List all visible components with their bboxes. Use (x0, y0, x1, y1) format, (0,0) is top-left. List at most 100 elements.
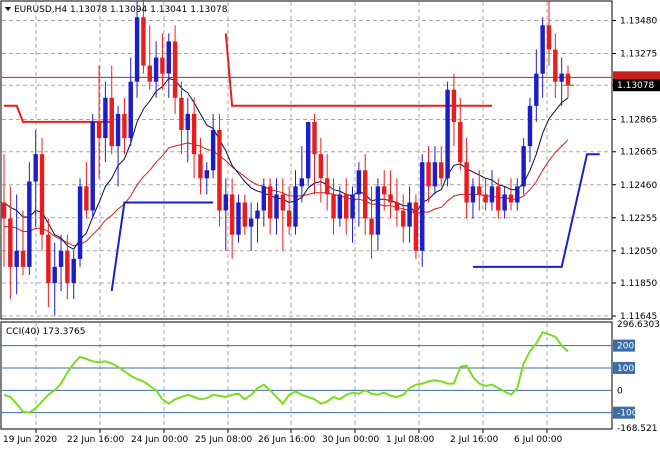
candle (521, 138, 526, 195)
time-axis[interactable]: 19 Jun 2020 22 Jun 16:00 24 Jun 00:00 25 Ju… (3, 429, 563, 445)
price-tick-label: 1.11850 (620, 279, 657, 289)
candle (394, 178, 400, 227)
candle (33, 130, 38, 227)
time-tick-label: 19 Jun 2020 (3, 435, 57, 445)
price-axis[interactable]: 1.13480 1.13275 1.13078 1.12865 1.12665 1.124… (612, 16, 660, 322)
candle-body (52, 266, 57, 283)
time-tick-label: 2 Jul 16:00 (450, 435, 499, 445)
candle-body (546, 25, 552, 50)
candle-body (58, 250, 64, 267)
candle-body (33, 154, 38, 182)
candle-body (432, 162, 438, 187)
candle (77, 178, 83, 267)
candle-body (426, 162, 431, 187)
support-segment (110, 201, 214, 292)
candle-body (185, 113, 190, 130)
candle (458, 97, 463, 171)
candle-body (299, 178, 305, 187)
candle (198, 138, 203, 195)
candle (337, 186, 343, 227)
candle-body (356, 170, 362, 195)
candle (20, 210, 26, 275)
candle-body (312, 121, 317, 155)
candle-body (198, 154, 203, 179)
candle-body (369, 218, 374, 235)
candle (261, 178, 267, 227)
candle (134, 1, 140, 98)
price-tick-label: 1.12865 (620, 116, 657, 126)
candle-body (280, 194, 286, 211)
candle (191, 97, 197, 179)
candle-body (527, 105, 533, 147)
candle (331, 178, 336, 235)
candle-body (217, 130, 222, 211)
cci-level-tag (613, 339, 635, 352)
candle-body (109, 97, 114, 147)
candle-body (502, 194, 507, 211)
candle-body (153, 57, 159, 82)
candle (432, 146, 438, 195)
candle-body (134, 17, 140, 82)
candle-body (223, 194, 229, 211)
candle-body (362, 170, 368, 219)
candle (356, 162, 362, 227)
candle (489, 170, 495, 211)
candle (420, 154, 425, 267)
support-segment (472, 153, 600, 268)
candle (305, 121, 311, 187)
candle-body (477, 186, 482, 195)
candle (210, 113, 216, 179)
candle (375, 178, 381, 251)
candle-body (343, 194, 349, 219)
support-stepline (110, 153, 600, 292)
candle-body (84, 186, 89, 211)
candle-body (1, 202, 7, 219)
cci-panel-border (0, 321, 613, 430)
candle (553, 33, 558, 98)
candle-body (210, 130, 216, 171)
candle (248, 202, 254, 251)
candle (445, 81, 450, 187)
candle-body (401, 210, 406, 227)
candle-body (46, 234, 51, 283)
candle-body (559, 73, 564, 82)
candle (527, 97, 533, 163)
candle-body (350, 194, 355, 219)
candle (84, 162, 89, 219)
candle (160, 33, 165, 90)
candle (27, 162, 32, 275)
cci-level-lines (2, 345, 612, 414)
cci-tick-label: -168.521 (617, 424, 657, 434)
candle (147, 25, 152, 90)
cci-axis[interactable]: 296.6303 200 100 0 -100 -168.521 (613, 320, 660, 434)
candle (318, 138, 324, 203)
candle (388, 170, 393, 219)
candle (71, 250, 76, 300)
candle (546, 1, 552, 66)
candle-body (458, 121, 463, 163)
candle (1, 154, 7, 267)
time-tick-label: 22 Jun 16:00 (67, 435, 124, 445)
candle (223, 178, 229, 251)
cci-line (3, 330, 569, 414)
price-tick-label: 1.13275 (620, 50, 657, 60)
candle-body (439, 162, 444, 179)
candle-body (274, 194, 279, 219)
candle-body (464, 162, 469, 203)
candle-body (103, 97, 108, 139)
candle-body (489, 186, 495, 203)
candle-body (394, 202, 400, 211)
candle (128, 57, 133, 147)
candle-body (388, 194, 393, 203)
candle-body (248, 218, 254, 227)
candlesticks (1, 0, 574, 316)
candle (350, 186, 355, 243)
candle-body (483, 194, 488, 203)
candle (229, 178, 235, 259)
dropdown-triangle-icon[interactable] (5, 7, 11, 11)
candle-body (172, 41, 178, 98)
candle (540, 17, 545, 98)
time-tick-label: 6 Jul 00:00 (514, 435, 563, 445)
candle-body (166, 41, 171, 74)
